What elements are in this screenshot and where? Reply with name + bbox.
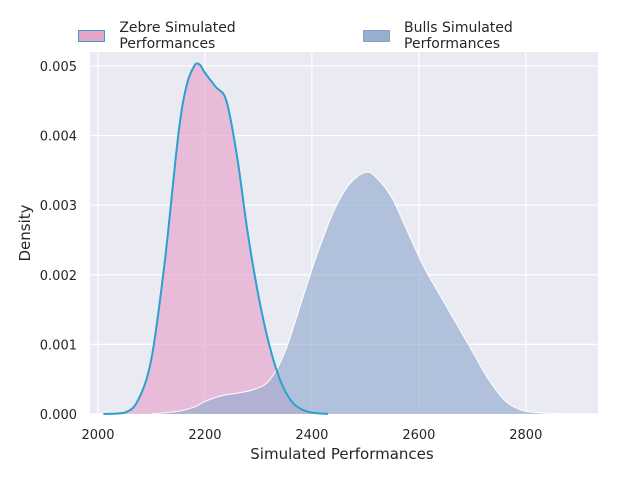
x-tick-label-2: 2400 <box>295 428 328 443</box>
y-tick-label-0: 0.000 <box>40 408 77 423</box>
legend-entry-bulls[interactable]: Bulls Simulated Performances <box>362 20 608 52</box>
x-tick-label-3: 2600 <box>402 428 435 443</box>
y-tick-label-3: 0.003 <box>40 199 77 214</box>
x-axis-label: Simulated Performances <box>250 445 434 463</box>
legend-entry-zebre[interactable]: Zebre Simulated Performances <box>78 20 331 52</box>
series-area-zebre <box>103 63 328 414</box>
legend: Zebre Simulated Performances Bulls Simul… <box>78 20 640 52</box>
y-tick-label-4: 0.004 <box>40 130 77 145</box>
y-axis-label: Density <box>16 204 34 261</box>
y-tick-label-1: 0.001 <box>40 338 77 353</box>
legend-swatch-bulls <box>362 30 391 42</box>
series-area-bulls <box>151 172 580 414</box>
legend-label-bulls: Bulls Simulated Performances <box>404 20 513 52</box>
series-line-zebre <box>103 62 329 415</box>
x-tick-label-1: 2200 <box>188 428 221 443</box>
y-tick-label-5: 0.005 <box>40 60 77 75</box>
y-axis-ticks: 0.000 0.001 0.002 0.003 0.004 0.005 <box>40 60 77 423</box>
series-layer <box>103 62 580 415</box>
x-tick-label-0: 2000 <box>81 428 114 443</box>
series-line-bulls <box>151 171 580 415</box>
legend-label-zebre: Zebre Simulated Performances <box>119 20 236 52</box>
y-tick-label-2: 0.002 <box>40 269 77 284</box>
x-axis-ticks: 2000 2200 2400 2600 2800 <box>81 428 542 443</box>
x-tick-label-4: 2800 <box>509 428 542 443</box>
legend-swatch-zebre <box>78 30 106 42</box>
